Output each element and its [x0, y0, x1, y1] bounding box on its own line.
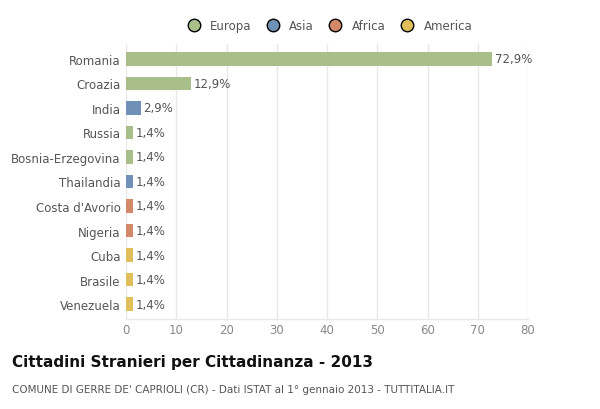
Text: 1,4%: 1,4%: [136, 273, 166, 286]
Text: 1,4%: 1,4%: [136, 151, 166, 164]
Bar: [126, 249, 133, 262]
Text: COMUNE DI GERRE DE' CAPRIOLI (CR) - Dati ISTAT al 1° gennaio 2013 - TUTTITALIA.I: COMUNE DI GERRE DE' CAPRIOLI (CR) - Dati…: [12, 384, 454, 394]
Bar: [126, 175, 133, 189]
Text: 1,4%: 1,4%: [136, 298, 166, 311]
Bar: [126, 53, 493, 66]
Text: 1,4%: 1,4%: [136, 175, 166, 189]
Legend: Europa, Asia, Africa, America: Europa, Asia, Africa, America: [177, 15, 477, 38]
Bar: [126, 151, 133, 164]
Text: Cittadini Stranieri per Cittadinanza - 2013: Cittadini Stranieri per Cittadinanza - 2…: [12, 354, 373, 369]
Bar: [126, 200, 133, 213]
Text: 1,4%: 1,4%: [136, 200, 166, 213]
Text: 1,4%: 1,4%: [136, 249, 166, 262]
Text: 1,4%: 1,4%: [136, 225, 166, 237]
Bar: [126, 298, 133, 311]
Text: 1,4%: 1,4%: [136, 127, 166, 139]
Bar: [126, 273, 133, 287]
Bar: [126, 126, 133, 140]
Bar: [126, 102, 140, 115]
Text: 72,9%: 72,9%: [496, 53, 533, 66]
Text: 2,9%: 2,9%: [143, 102, 173, 115]
Text: 12,9%: 12,9%: [194, 78, 231, 91]
Bar: [126, 224, 133, 238]
Bar: [126, 77, 191, 91]
